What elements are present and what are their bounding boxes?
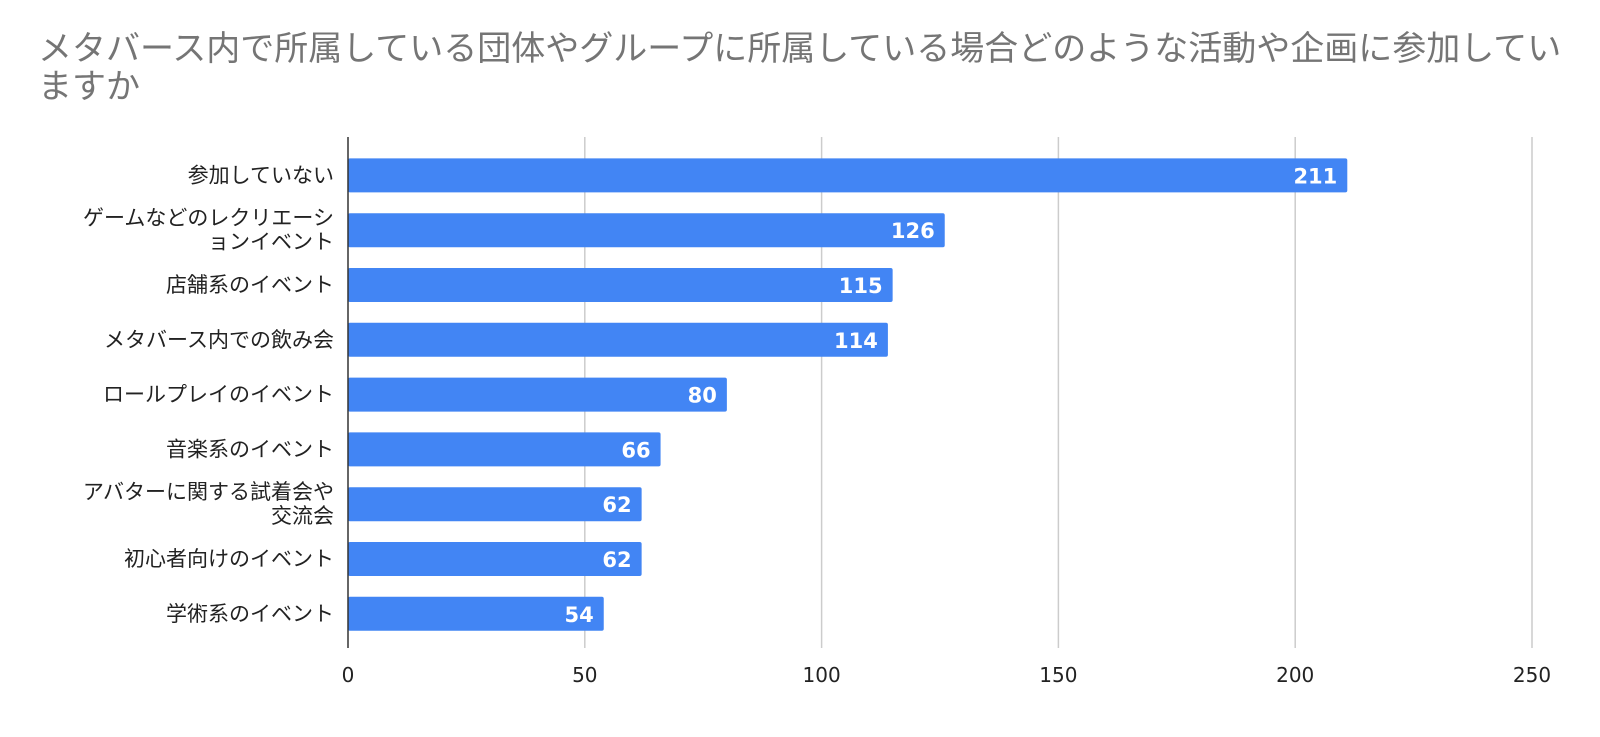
x-tick-label: 100 — [803, 663, 841, 687]
category-label: 参加していない — [188, 163, 334, 187]
x-tick-label: 50 — [572, 663, 597, 687]
bar — [348, 432, 661, 467]
bar — [348, 542, 642, 576]
labels: 0 50 100 150 200 250 211 参加していない 126 ゲームなどのレクリエーシ… — [83, 163, 1551, 687]
data-label: 114 — [834, 329, 878, 353]
category-label: 初心者向けのイベント — [124, 547, 334, 571]
bars — [348, 158, 1348, 631]
bar — [348, 487, 642, 522]
bar — [348, 158, 1348, 193]
x-tick-label: 200 — [1276, 663, 1314, 687]
category-label: 音楽系のイベント — [166, 437, 334, 461]
bar — [348, 596, 604, 631]
category-label: 学術系のイベント — [166, 602, 334, 626]
category-label: メタバース内での飲み会 — [104, 328, 334, 352]
data-label: 115 — [839, 274, 883, 298]
category-label: ゲームなどのレクリエーションイベント — [83, 206, 334, 254]
x-tick-label: 0 — [342, 663, 355, 687]
x-tick-label: 250 — [1513, 663, 1551, 687]
x-tick-label: 150 — [1039, 663, 1077, 687]
data-label: 62 — [602, 548, 631, 572]
data-label: 62 — [602, 493, 631, 517]
bar — [348, 322, 888, 357]
category-label: アバターに関する試着会や交流会 — [83, 480, 334, 528]
category-label: ロールプレイのイベント — [103, 383, 334, 407]
bar — [348, 377, 727, 412]
data-label: 54 — [565, 603, 594, 627]
data-label: 211 — [1293, 164, 1337, 188]
data-label: 66 — [621, 438, 650, 462]
data-label: 80 — [688, 384, 717, 408]
data-label: 126 — [891, 219, 935, 243]
category-label: 店舗系のイベント — [166, 273, 334, 297]
bar — [348, 268, 893, 302]
bar — [348, 213, 945, 248]
chart-title: メタバース内で所属している団体やグループに所属している場合どのような活動や企画に… — [38, 29, 1562, 107]
